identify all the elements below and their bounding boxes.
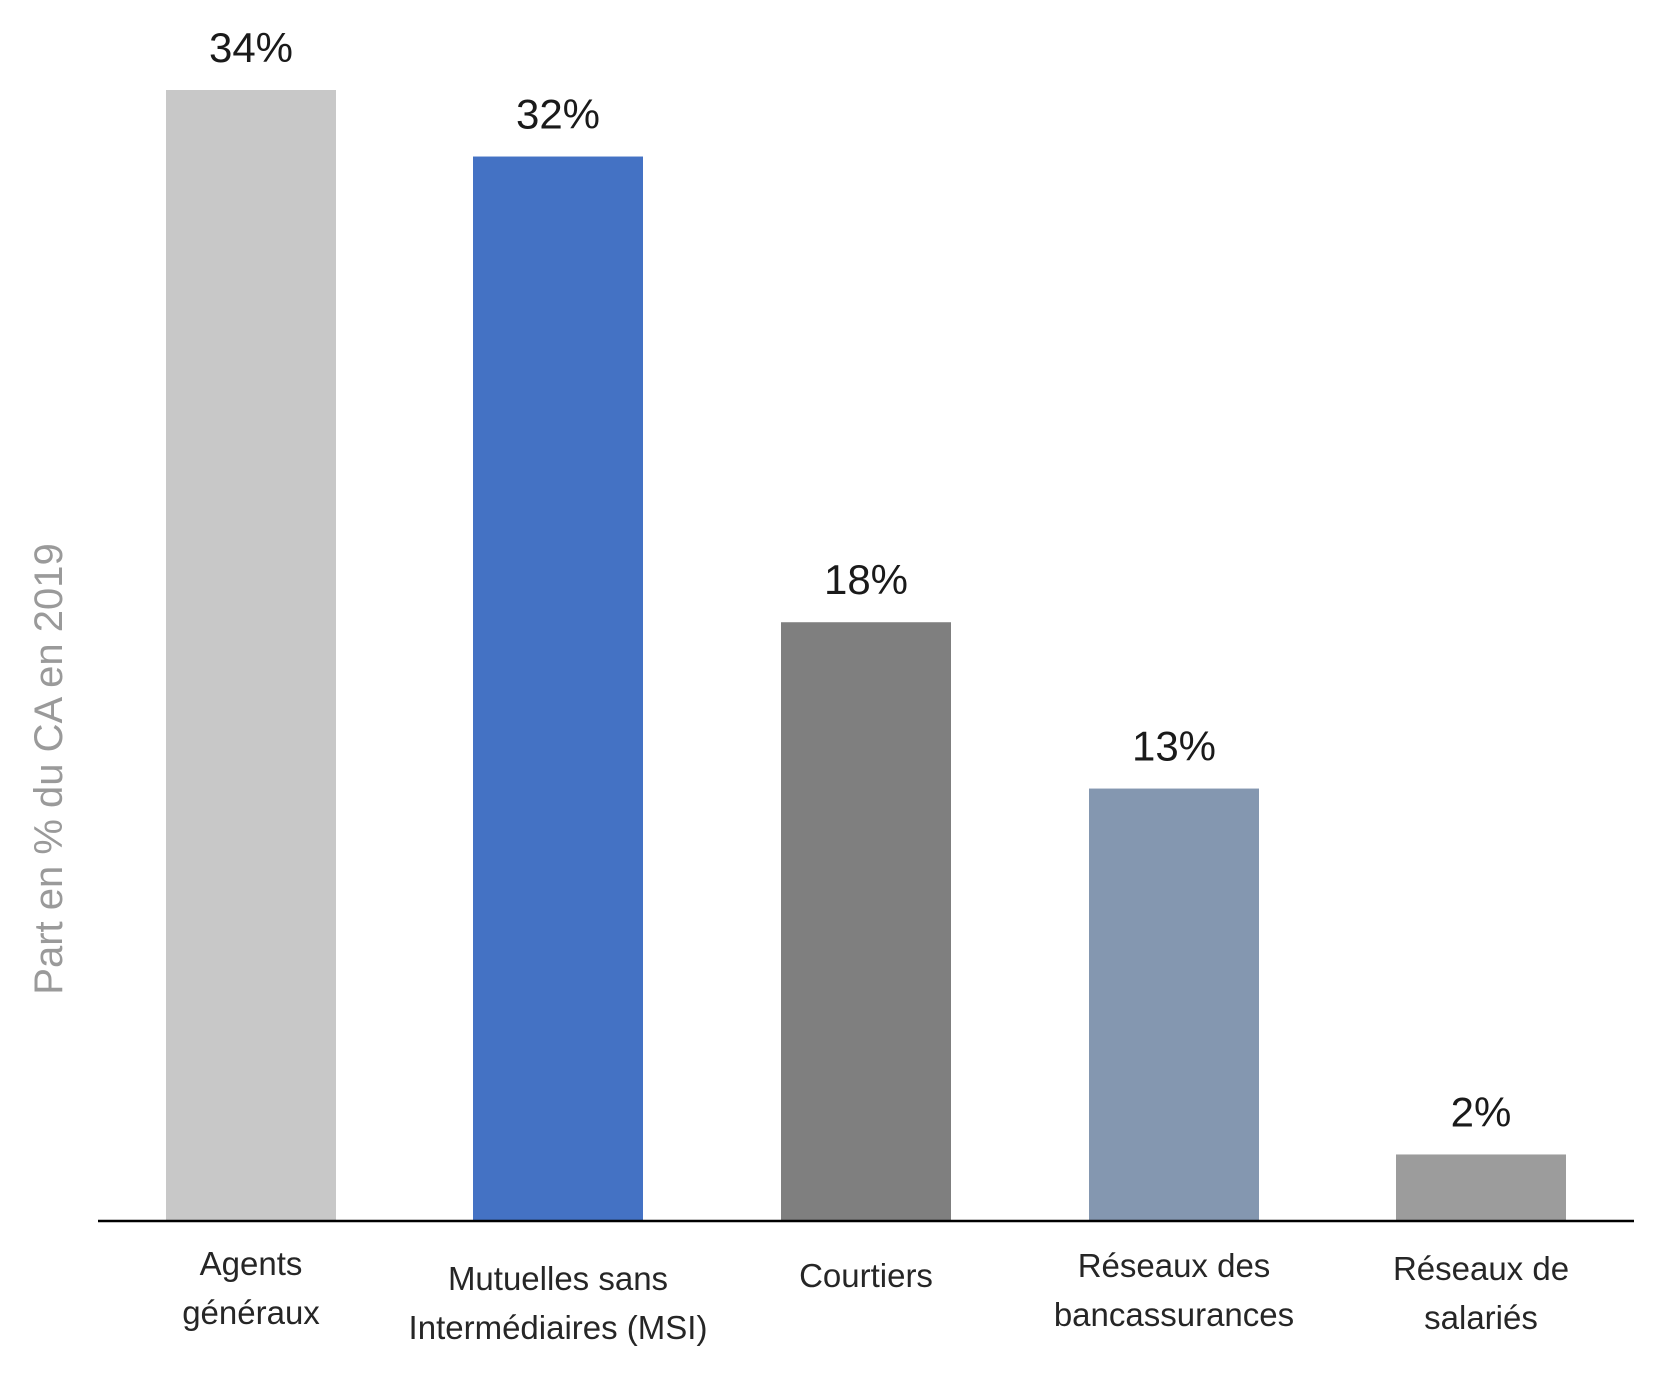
category-label: Agents généraux <box>182 1245 320 1331</box>
bar-value-label: 32% <box>516 91 600 138</box>
value-labels-group: 34% 32% 18% 13% 2% <box>209 24 1511 1135</box>
category-labels-group: Agents généraux Mutuelles sans Intermédiair… <box>182 1245 1569 1346</box>
bar-value-label: 18% <box>824 556 908 603</box>
bar-0 <box>166 90 336 1221</box>
category-label-line: Réseaux des <box>1078 1247 1271 1284</box>
category-label: Courtiers <box>799 1257 933 1294</box>
category-label-line: salariés <box>1424 1299 1538 1336</box>
category-label-line: Intermédiaires (MSI) <box>409 1309 708 1346</box>
y-axis-label: Part en % du CA en 2019 <box>27 543 71 994</box>
bar-2 <box>781 622 951 1221</box>
bar-value-label: 34% <box>209 24 293 71</box>
category-label-line: Courtiers <box>799 1257 933 1294</box>
category-label: Réseaux des bancassurances <box>1054 1247 1294 1333</box>
bar-value-label: 2% <box>1451 1088 1512 1135</box>
category-label-line: bancassurances <box>1054 1296 1294 1333</box>
category-label-line: généraux <box>182 1294 320 1331</box>
category-label-line: Agents <box>200 1245 303 1282</box>
bars-group <box>166 90 1566 1221</box>
category-label: Mutuelles sans Intermédiaires (MSI) <box>409 1260 708 1346</box>
category-label-line: Réseaux de <box>1393 1250 1569 1287</box>
bar-3 <box>1089 788 1259 1221</box>
bar-4 <box>1396 1154 1566 1221</box>
bar-value-label: 13% <box>1132 723 1216 770</box>
bar-1 <box>473 156 643 1221</box>
category-label: Réseaux de salariés <box>1393 1250 1569 1336</box>
category-label-line: Mutuelles sans <box>448 1260 668 1297</box>
